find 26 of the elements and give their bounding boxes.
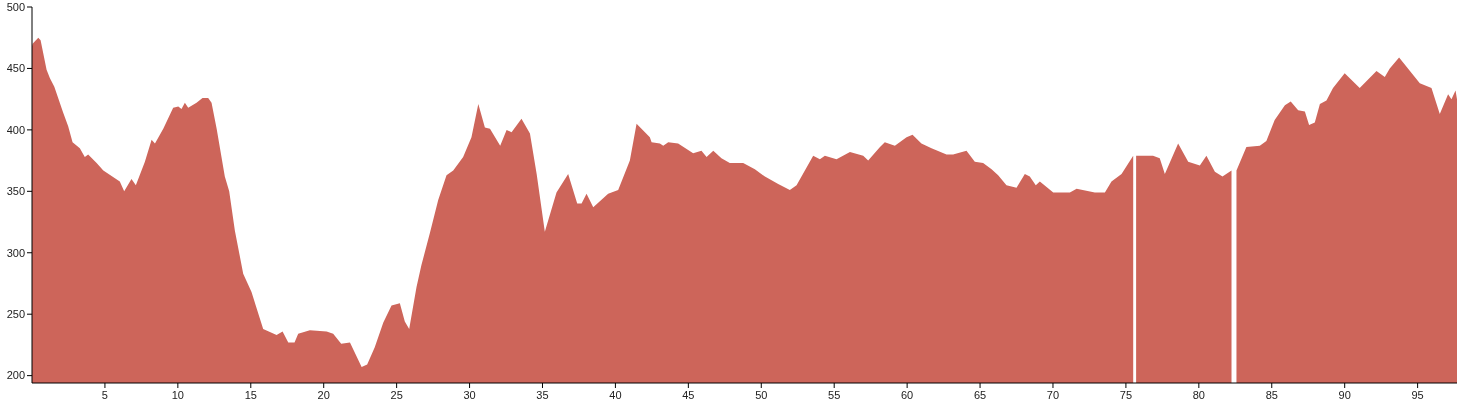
x-tick-label: 75	[1119, 389, 1133, 401]
x-tick-label: 80	[1192, 389, 1205, 401]
y-tick-label: 350	[6, 185, 25, 198]
x-tick-label: 90	[1338, 389, 1351, 401]
x-tick-label: 40	[609, 389, 622, 401]
y-tick-label: 400	[6, 123, 25, 136]
y-tick-label: 500	[6, 0, 25, 13]
x-tick-label: 5	[101, 389, 108, 401]
x-tick-label: 20	[317, 389, 330, 401]
y-tick-label: 450	[6, 62, 25, 75]
x-tick-label: 55	[828, 389, 841, 401]
y-tick-label: 300	[6, 246, 25, 259]
x-tick-label: 60	[901, 389, 914, 401]
x-tick-label: 95	[1411, 389, 1424, 401]
x-tick-label: 35	[536, 389, 549, 401]
x-tick-label: 25	[390, 389, 403, 401]
x-tick-label: 65	[973, 389, 987, 401]
x-tick-label: 45	[682, 389, 695, 401]
x-tick-label: 50	[755, 389, 768, 401]
x-tick-label: 10	[171, 389, 184, 401]
x-tick-label: 30	[463, 389, 476, 401]
y-tick-label: 250	[6, 308, 25, 321]
y-tick-label: 200	[6, 369, 25, 382]
x-tick-label: 70	[1046, 389, 1060, 401]
x-tick-label: 15	[244, 389, 257, 401]
x-tick-label: 85	[1265, 389, 1278, 401]
